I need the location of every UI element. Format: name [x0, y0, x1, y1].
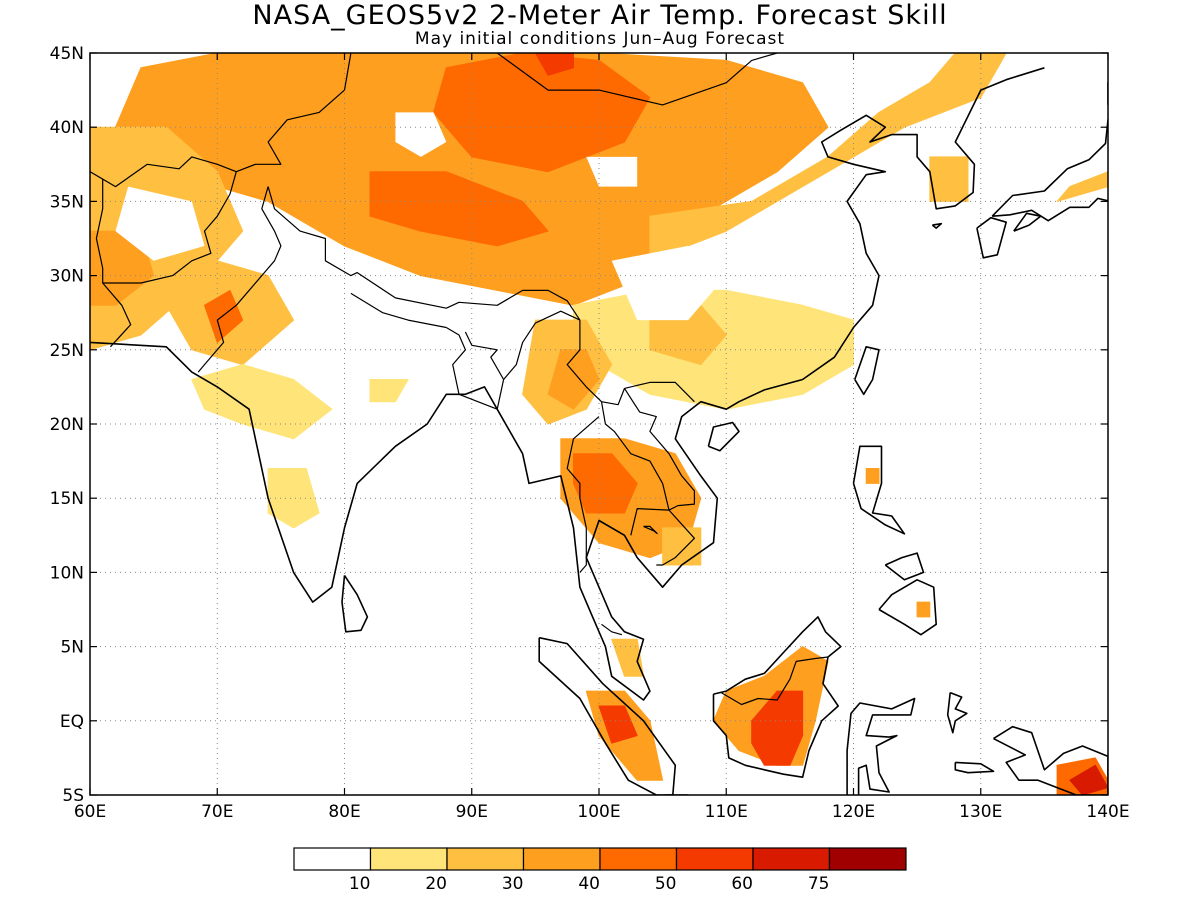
region-korea	[929, 156, 969, 202]
border-cambodia	[630, 508, 696, 566]
lon-tick-label: 120E	[832, 802, 875, 822]
colorbar-label: 60	[731, 874, 753, 894]
longitude-axis: 60E 70E 80E 90E 100E 110E 120E 130E 140E	[74, 53, 1130, 822]
lake-tonle-sap	[643, 525, 658, 535]
lat-tick-label: 15N	[50, 489, 84, 509]
region-mindanao	[916, 601, 931, 618]
coastline-new-guinea	[993, 725, 1108, 795]
lat-tick-label: 30N	[50, 267, 84, 287]
coastline-asia-south-coast	[90, 67, 1045, 701]
coastline-shikoku	[1013, 212, 1042, 232]
colorbar-swatch	[446, 847, 525, 871]
coastline-java	[665, 794, 689, 795]
border-iran-afghan	[95, 179, 132, 348]
lon-tick-label: 80E	[328, 802, 360, 822]
region-india-east	[369, 379, 409, 403]
lat-tick-label: 20N	[50, 415, 84, 435]
hole-west-hole	[115, 186, 205, 261]
lat-tick-label: 45N	[50, 44, 84, 64]
map-subtitle: May initial conditions Jun–Aug Forecast	[414, 29, 786, 49]
lat-tick-label: 10N	[50, 563, 84, 583]
border-afghan-pak	[102, 171, 237, 284]
coastlines-borders	[90, 53, 1108, 795]
colorbar-swatch	[522, 847, 601, 871]
lon-tick-label: 90E	[456, 802, 488, 822]
lat-tick-label: 5N	[60, 638, 84, 658]
region-tibet-core	[369, 171, 549, 247]
colorbar-label: 10	[349, 874, 371, 894]
coastline-visayas	[884, 552, 925, 581]
colorbar-label: 75	[808, 874, 830, 894]
coastline-sumatra	[538, 636, 677, 795]
coastline-borneo	[712, 616, 842, 779]
region-vietnam-coast	[662, 527, 702, 566]
colorbar-swatch	[293, 847, 372, 871]
lat-tick-label: 40N	[50, 118, 84, 138]
region-japan	[1056, 171, 1108, 202]
colorbar-label: 50	[655, 874, 677, 894]
border-bangladesh	[445, 326, 505, 410]
region-pakistan-core	[204, 289, 244, 343]
coastline-seram	[954, 761, 995, 774]
lat-tick-label: 25N	[50, 341, 84, 361]
border-myanmar-china	[566, 320, 695, 406]
map-title: NASA_GEOS5v2 2-Meter Air Temp. Forecast …	[252, 0, 948, 31]
colorbar-swatch	[675, 847, 754, 871]
region-mongolia-max	[534, 53, 574, 76]
border-india-pak	[197, 186, 282, 373]
hole-tarim-hole	[395, 112, 447, 157]
colorbar-swatch	[599, 847, 678, 871]
region-myanmar-core	[547, 349, 600, 410]
coastline-taiwan	[854, 345, 880, 396]
coastline-sulawesi	[846, 697, 916, 795]
region-philippines	[865, 468, 880, 484]
lon-tick-label: 130E	[959, 802, 1002, 822]
lat-tick-label: 35N	[50, 192, 84, 212]
lat-tick-label: EQ	[60, 712, 84, 732]
coastline-luzon	[852, 445, 906, 535]
lon-tick-label: 100E	[577, 802, 620, 822]
region-new-guinea-core	[1069, 764, 1108, 795]
coastline-honshu	[991, 118, 1108, 222]
lat-tick-label: 5S	[62, 786, 84, 806]
coastline-hokkaido	[1107, 81, 1108, 105]
border-india-myanmar	[503, 310, 581, 380]
colorbar-swatch	[828, 847, 907, 871]
colorbar-swatch	[369, 847, 448, 871]
lon-tick-label: 70E	[201, 802, 233, 822]
coastline-halmahera	[946, 691, 968, 734]
coastline-kyushu	[976, 216, 1008, 259]
colorbar-label: 40	[578, 874, 600, 894]
border-china-central-asia	[343, 53, 354, 91]
colorbar-label: 20	[425, 874, 447, 894]
skill-shading	[90, 53, 1108, 795]
border-borneo-split	[720, 656, 829, 706]
colorbar: 10 20 30 40 50 60 75	[293, 847, 907, 894]
border-china-mongolia	[496, 53, 779, 106]
border-thai-malay	[601, 623, 623, 636]
region-indochina-core	[573, 453, 638, 514]
colorbar-label: 30	[502, 874, 524, 894]
coastline-hainan	[707, 421, 740, 452]
coastline-sri-lanka	[341, 574, 369, 633]
border-myanmar-thai	[566, 416, 600, 573]
colorbar-swatch	[752, 847, 831, 871]
border-nepal-south	[350, 292, 447, 329]
lon-tick-label: 140E	[1086, 802, 1129, 822]
region-borneo-core	[751, 690, 804, 766]
border-himalaya	[267, 186, 581, 321]
coastline-mindanao	[878, 578, 938, 636]
border-laos	[600, 388, 696, 511]
hole-sichuan-hole	[611, 245, 727, 321]
lon-tick-label: 110E	[705, 802, 748, 822]
region-sumatra-core	[598, 705, 638, 744]
hole-gobi-hole	[586, 156, 638, 187]
coastline-jeju	[931, 222, 943, 229]
region-india-nw	[191, 364, 333, 440]
region-india-south	[267, 468, 320, 529]
latitude-axis: 45N 40N 35N 30N 25N 20N 15N 10N 5N EQ 5S	[50, 44, 1108, 806]
lon-tick-label: 60E	[74, 802, 106, 822]
